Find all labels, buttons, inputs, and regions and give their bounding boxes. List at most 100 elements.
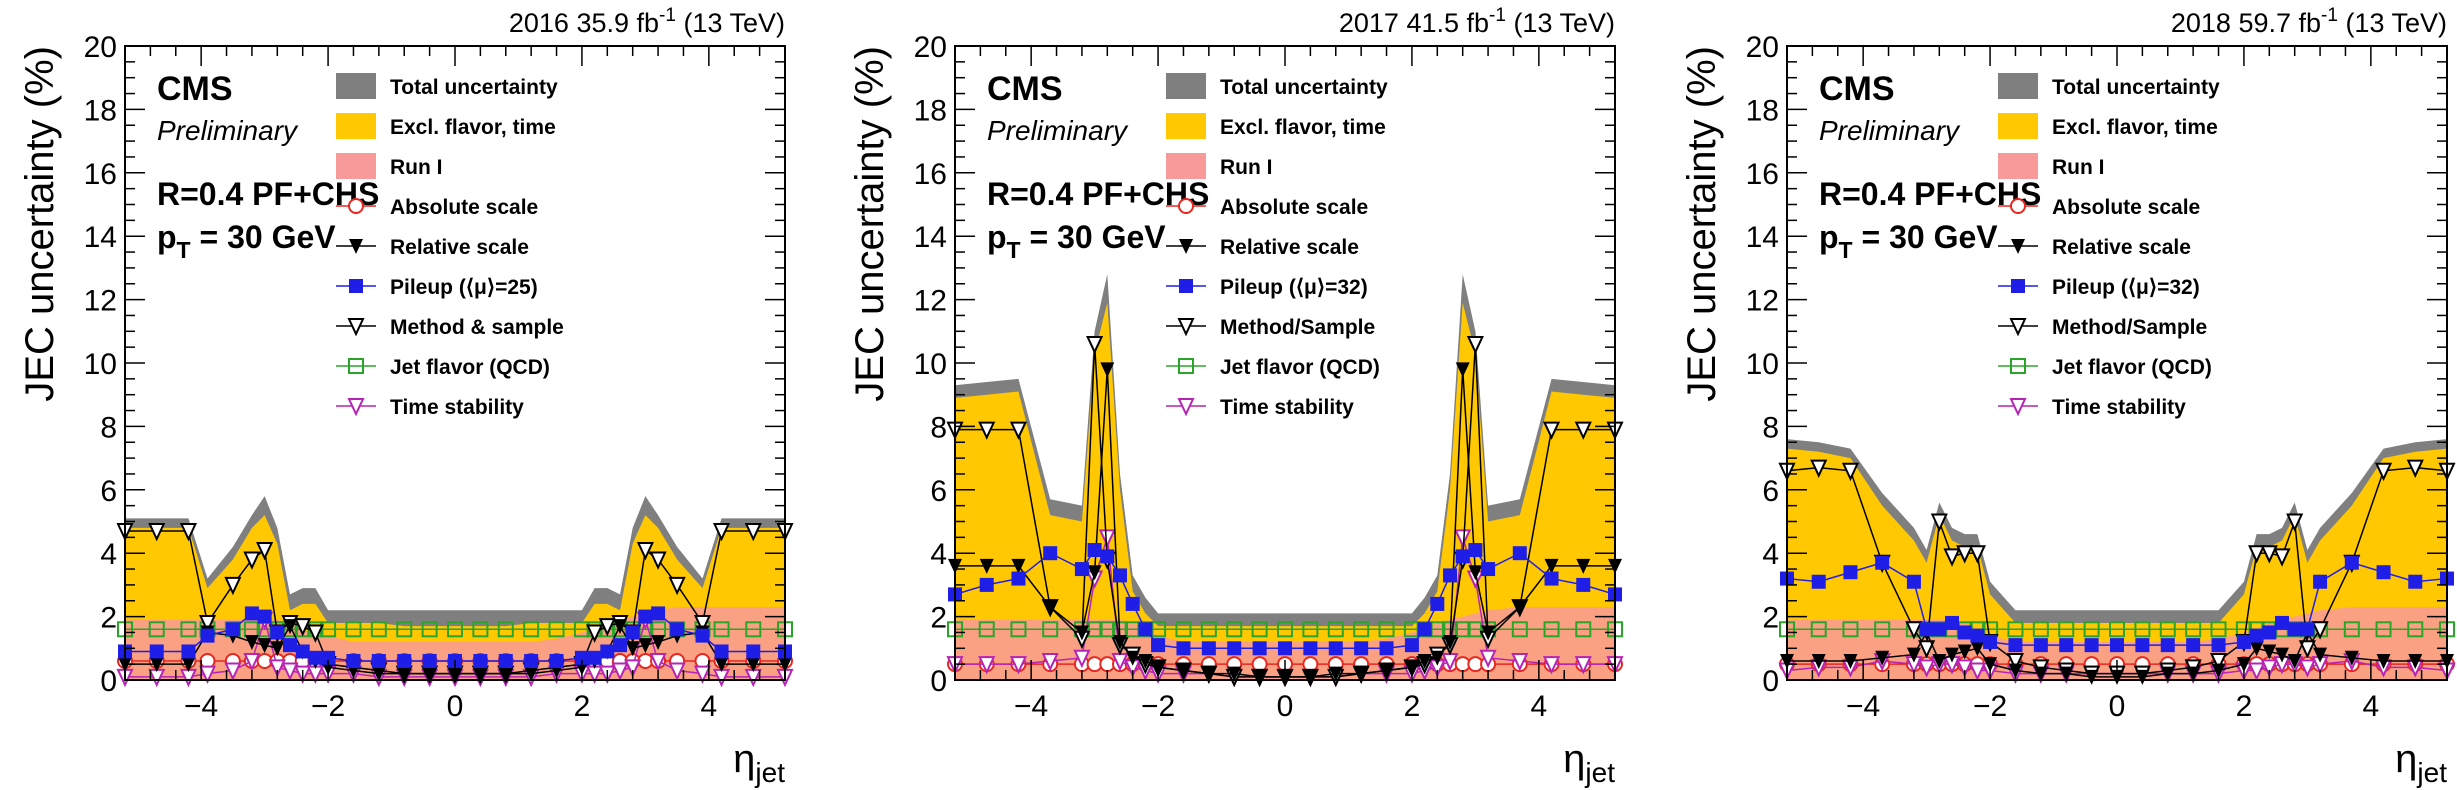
- pileup-point: [1379, 641, 1394, 656]
- lumi-energy: (13 TeV): [2338, 8, 2447, 38]
- pileup-point: [295, 644, 310, 659]
- legend-label: Pileup (⟨μ⟩=32): [2052, 276, 2200, 299]
- jet-flavor-point: [2007, 621, 2024, 638]
- jet-flavor-point: [1543, 621, 1560, 638]
- relative-scale-point: [2313, 647, 2328, 663]
- x-axis-eta: η: [2395, 737, 2417, 781]
- pileup-point: [1481, 562, 1496, 577]
- jet-flavor-point: [1575, 621, 1592, 638]
- legend-label: Run I: [390, 156, 443, 179]
- jet-flavor-point: [1086, 621, 1103, 638]
- legend-label: Total uncertainty: [2052, 76, 2220, 99]
- method-sample-point: [586, 624, 604, 643]
- relative-scale-point: [1043, 600, 1058, 616]
- pileup-point: [1176, 641, 1191, 656]
- relative-scale-point: [1468, 565, 1483, 581]
- method-sample-point: [1956, 545, 1974, 564]
- legend-marker: [347, 398, 365, 417]
- y-tick-label: 18: [914, 94, 947, 127]
- pileup-point: [2236, 634, 2251, 649]
- time-stability-point: [268, 659, 286, 678]
- time-stability-point: [1041, 652, 1059, 672]
- legend-label: Time stability: [390, 396, 524, 419]
- lumi-energy: (13 TeV): [676, 8, 785, 38]
- preliminary-label: Preliminary: [1819, 115, 1961, 146]
- legend-swatch: [1998, 73, 2038, 99]
- y-tick-label: 4: [1762, 538, 1779, 571]
- x-axis-eta: η: [733, 737, 755, 781]
- method-sample-point: [649, 551, 667, 570]
- cms-label: CMS: [987, 70, 1063, 108]
- lumi-sup: -1: [659, 5, 676, 26]
- y-tick-label: 4: [930, 538, 947, 571]
- time-stability-point: [649, 652, 667, 672]
- time-stability-point: [2248, 662, 2266, 681]
- pileup-point: [1945, 615, 1959, 630]
- jet-flavor-point: [1277, 621, 1293, 638]
- pileup-point: [397, 653, 412, 668]
- relative-scale-point: [1811, 653, 1826, 669]
- method-sample-point: [2298, 640, 2316, 659]
- jet-flavor-point: [2407, 621, 2424, 638]
- legend-marker: [2010, 358, 2026, 374]
- method-sample-point: [1930, 513, 1948, 532]
- method-sample-point: [1542, 421, 1561, 440]
- time-stability-point: [1542, 656, 1561, 675]
- pileup-point: [1201, 641, 1216, 656]
- method-sample-point: [1810, 459, 1828, 478]
- legend-marker: [1177, 398, 1195, 417]
- pt-p: p: [157, 219, 177, 255]
- y-tick-label: 8: [1762, 411, 1779, 444]
- legend-marker: [1177, 318, 1195, 337]
- legend-label: Absolute scale: [2052, 196, 2200, 219]
- pileup-point: [600, 644, 615, 659]
- relative-scale-point: [2376, 653, 2391, 669]
- pileup-point: [1430, 596, 1445, 611]
- lumi-sup: -1: [1489, 5, 1506, 26]
- jet-flavor-point: [421, 621, 438, 638]
- pileup-point: [1957, 625, 1972, 640]
- legend-label: Run I: [1220, 156, 1273, 179]
- relative-scale-point: [1417, 653, 1432, 669]
- method-sample-point: [243, 551, 261, 570]
- legend-swatch: [1998, 153, 2038, 179]
- jet-flavor-point: [1099, 621, 1116, 638]
- pileup-point: [1252, 641, 1267, 656]
- time-stability-point: [1009, 656, 1028, 675]
- method-sample-point: [2311, 621, 2329, 640]
- legend-marker: [2011, 239, 2025, 254]
- lumi-year: 2017: [1339, 8, 1407, 38]
- legend-label: Relative scale: [390, 236, 529, 259]
- legend-marker: [2011, 279, 2025, 293]
- x-axis-title: ηjet: [2395, 737, 2447, 788]
- y-tick-label: 10: [914, 348, 947, 381]
- y-tick-label: 8: [100, 411, 117, 444]
- pileup-point: [1875, 555, 1890, 570]
- relative-scale-point: [2262, 644, 2277, 660]
- x-axis-sub: jet: [1584, 757, 1615, 788]
- jet-flavor-point: [497, 621, 514, 638]
- lumi-value: 59.7 fb: [2238, 8, 2321, 38]
- preliminary-label: Preliminary: [987, 115, 1129, 146]
- y-tick-label: 4: [100, 538, 117, 571]
- pileup-point: [270, 625, 285, 640]
- x-tick-label: 0: [1277, 690, 1294, 723]
- method-sample-point: [2248, 545, 2266, 564]
- time-stability-point: [1574, 656, 1592, 675]
- legend-swatch: [1166, 153, 1206, 179]
- jet-flavor-point: [2134, 621, 2151, 638]
- pileup-point: [1468, 543, 1483, 558]
- relative-scale-point: [638, 638, 653, 654]
- y-tick-label: 16: [1746, 158, 1779, 191]
- x-axis-sub: jet: [2416, 757, 2447, 788]
- x-tick-label: −2: [1973, 690, 2007, 723]
- y-axis-title: JEC uncertainty (%): [1680, 46, 1724, 402]
- y-tick-label: 18: [1746, 94, 1779, 127]
- legend-marker: [347, 318, 365, 337]
- y-tick-label: 2: [1762, 602, 1779, 635]
- chart-panel-2017: 0 2 4 6 8 10 12 14 16 18 20 −4 −2 0 2 4 2017 41.5 fb-1 (…: [848, 5, 1624, 788]
- relative-scale-point: [181, 657, 196, 673]
- relative-scale-point: [1113, 634, 1127, 650]
- relative-scale-point: [1125, 650, 1140, 666]
- pileup-point: [613, 638, 627, 653]
